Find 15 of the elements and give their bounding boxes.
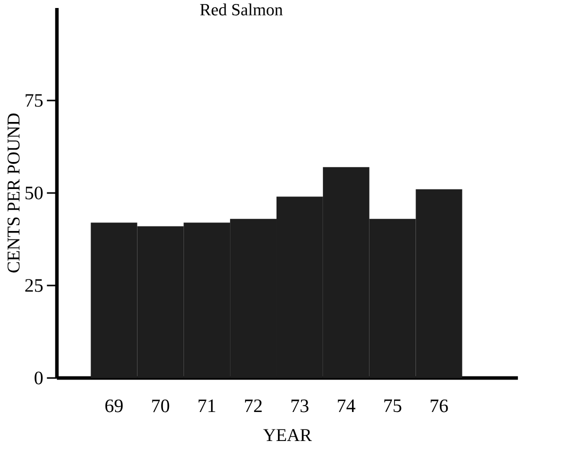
y-tick-label: 25 xyxy=(25,279,43,292)
x-axis-title: YEAR xyxy=(263,429,312,441)
y-tick-label: 75 xyxy=(26,94,43,107)
x-tick-label: 76 xyxy=(430,400,448,412)
x-tick-label: 69 xyxy=(105,400,123,412)
y-tick-label: 0 xyxy=(34,372,43,384)
y-tick-label: 50 xyxy=(26,186,43,200)
x-tick-label: 72 xyxy=(245,400,262,412)
x-tick-label: 73 xyxy=(291,400,308,412)
chart-title: Red Salmon xyxy=(200,4,283,16)
x-tick-label: 71 xyxy=(198,400,216,412)
y-axis-title: CENTS PER POUND xyxy=(8,114,20,272)
x-tick-label: 74 xyxy=(338,400,356,412)
x-tick-label: 70 xyxy=(152,400,170,412)
x-tick-label: 75 xyxy=(384,400,402,412)
